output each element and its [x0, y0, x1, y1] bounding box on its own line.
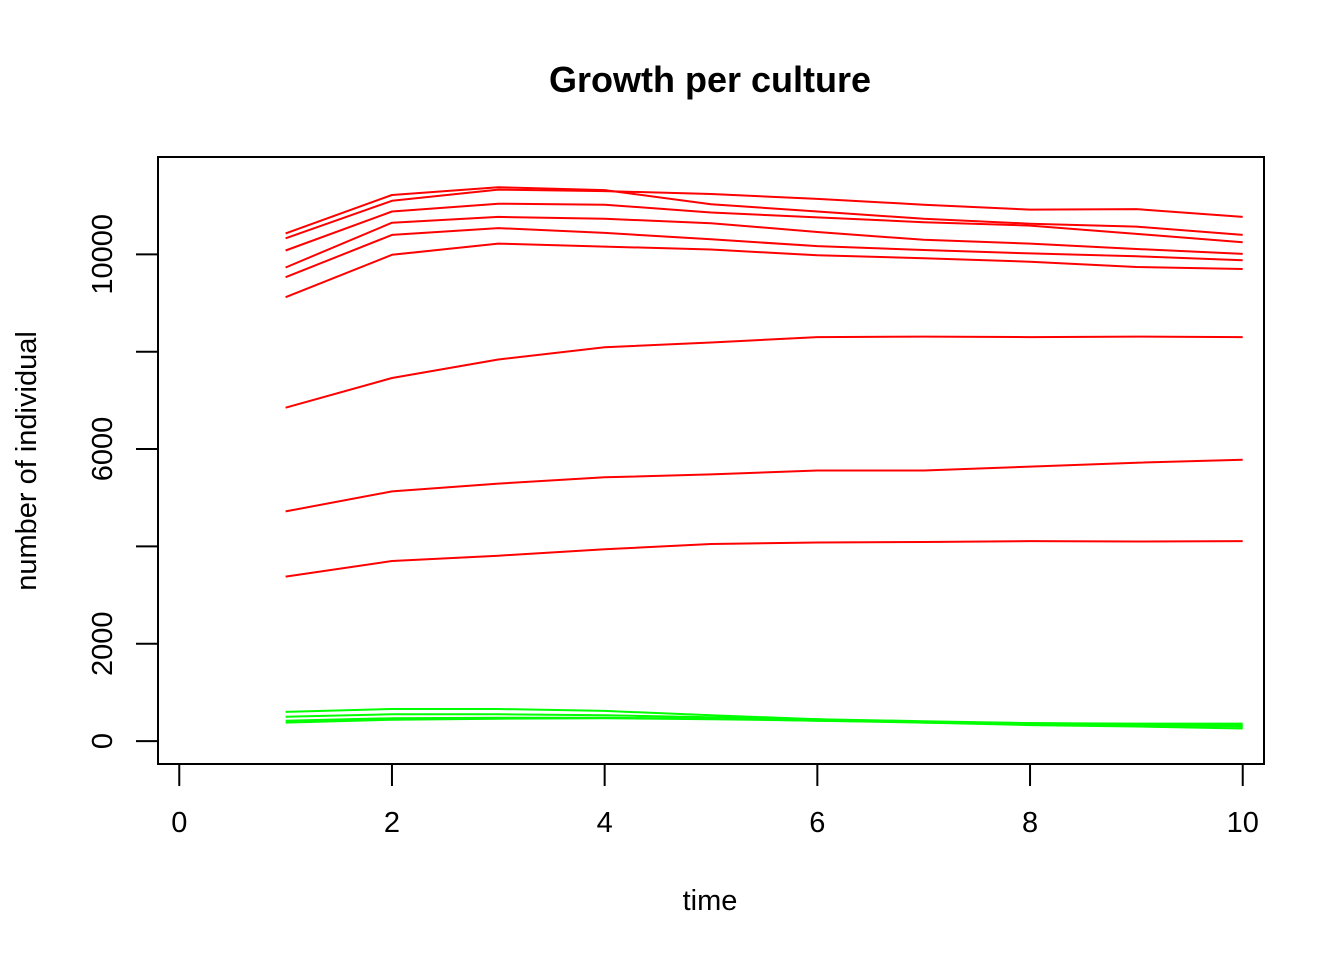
series-line-5 — [285, 227, 1243, 279]
x-tick-label: 0 — [171, 807, 187, 839]
series-line-13 — [285, 717, 1243, 725]
y-tick-label: 0 — [87, 733, 119, 749]
series-line-8 — [285, 458, 1243, 513]
y-tick-label: 10000 — [87, 214, 119, 295]
x-tick-label: 10 — [1227, 807, 1259, 839]
series-line-2 — [285, 188, 1243, 240]
y-tick-label: 6000 — [87, 417, 119, 482]
series-line-6 — [285, 242, 1243, 299]
series-line-3 — [285, 202, 1243, 252]
y-tick-label: 2000 — [87, 612, 119, 677]
x-axis-label: time — [683, 885, 738, 917]
x-axis: 0 2 4 6 8 10 — [171, 763, 1259, 839]
x-tick-label: 8 — [1022, 807, 1038, 839]
series-line-4 — [285, 215, 1243, 269]
series-line-7 — [285, 335, 1243, 409]
series-line-1 — [285, 186, 1243, 236]
y-axis-label: number of individual — [11, 331, 43, 591]
x-tick-label: 4 — [597, 807, 613, 839]
series-group — [285, 186, 1243, 730]
series-line-9 — [285, 540, 1243, 578]
x-tick-label: 6 — [809, 807, 825, 839]
x-tick-label: 2 — [384, 807, 400, 839]
y-axis: 0 2000 6000 10000 — [87, 214, 159, 749]
chart-title: Growth per culture — [549, 59, 871, 100]
